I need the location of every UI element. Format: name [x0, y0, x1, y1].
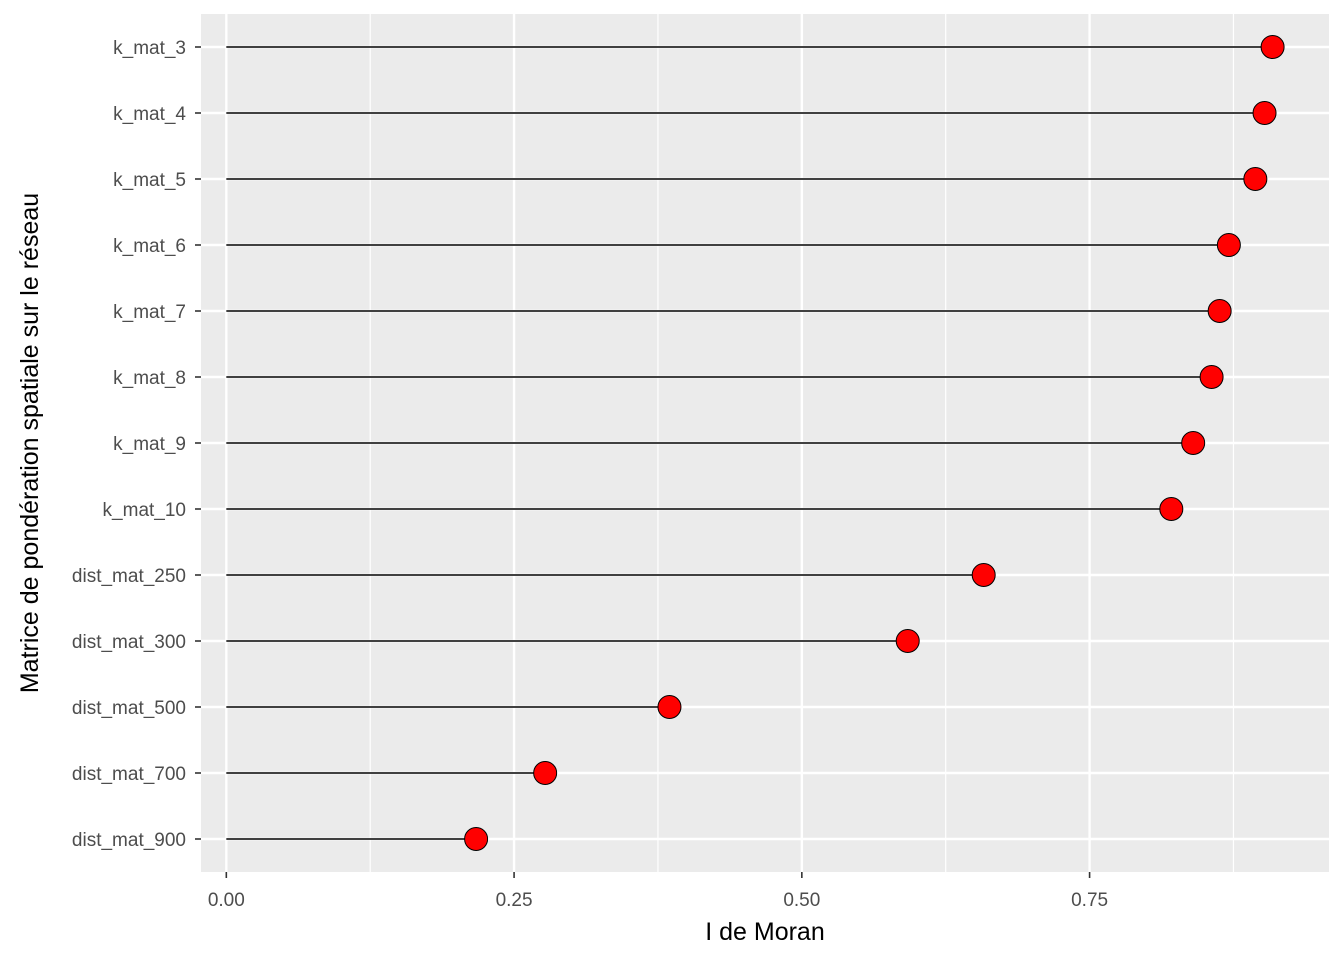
data-point	[1159, 497, 1184, 521]
y-tick-label: dist_mat_700	[72, 764, 186, 785]
data-point	[1260, 35, 1285, 59]
data-point	[533, 761, 558, 785]
data-point	[1199, 365, 1224, 389]
x-tick-label: 0.00	[208, 890, 245, 911]
y-tick-label: k_mat_8	[113, 368, 186, 389]
y-tick-label: k_mat_9	[113, 434, 186, 455]
x-tick-label: 0.75	[1071, 890, 1108, 911]
y-tick-label: k_mat_4	[113, 104, 186, 125]
data-point	[464, 827, 489, 851]
data-point	[1207, 299, 1232, 323]
y-axis-title: Matrice de pondération spatiale sur le r…	[16, 193, 44, 693]
y-tick-label: k_mat_6	[113, 236, 186, 257]
data-point	[895, 629, 920, 653]
y-tick-label: k_mat_7	[113, 302, 186, 323]
y-tick-label: k_mat_3	[113, 38, 186, 59]
y-axis-ticks: k_mat_3 k_mat_4 k_mat_5 k_mat_6 k_mat_7 k_mat…	[72, 38, 201, 851]
y-tick-label: dist_mat_250	[72, 566, 186, 587]
y-tick-label: dist_mat_900	[72, 830, 186, 851]
data-point	[1216, 233, 1241, 257]
data-point	[1252, 101, 1277, 125]
data-point	[1243, 167, 1268, 191]
y-tick-label: dist_mat_300	[72, 632, 186, 653]
y-tick-label: k_mat_10	[103, 500, 186, 521]
data-point	[1181, 431, 1206, 455]
x-axis-ticks: 0.00 0.25 0.50 0.75	[208, 872, 1108, 911]
data-points	[464, 35, 1285, 851]
y-tick-label: k_mat_5	[113, 170, 186, 191]
lollipop-segments	[226, 46, 1273, 840]
x-tick-label: 0.50	[783, 890, 820, 911]
y-tick-label: dist_mat_500	[72, 698, 186, 719]
data-point	[657, 695, 682, 719]
data-point	[971, 563, 996, 587]
x-tick-label: 0.25	[496, 890, 533, 911]
x-axis-title: I de Moran	[705, 918, 825, 946]
